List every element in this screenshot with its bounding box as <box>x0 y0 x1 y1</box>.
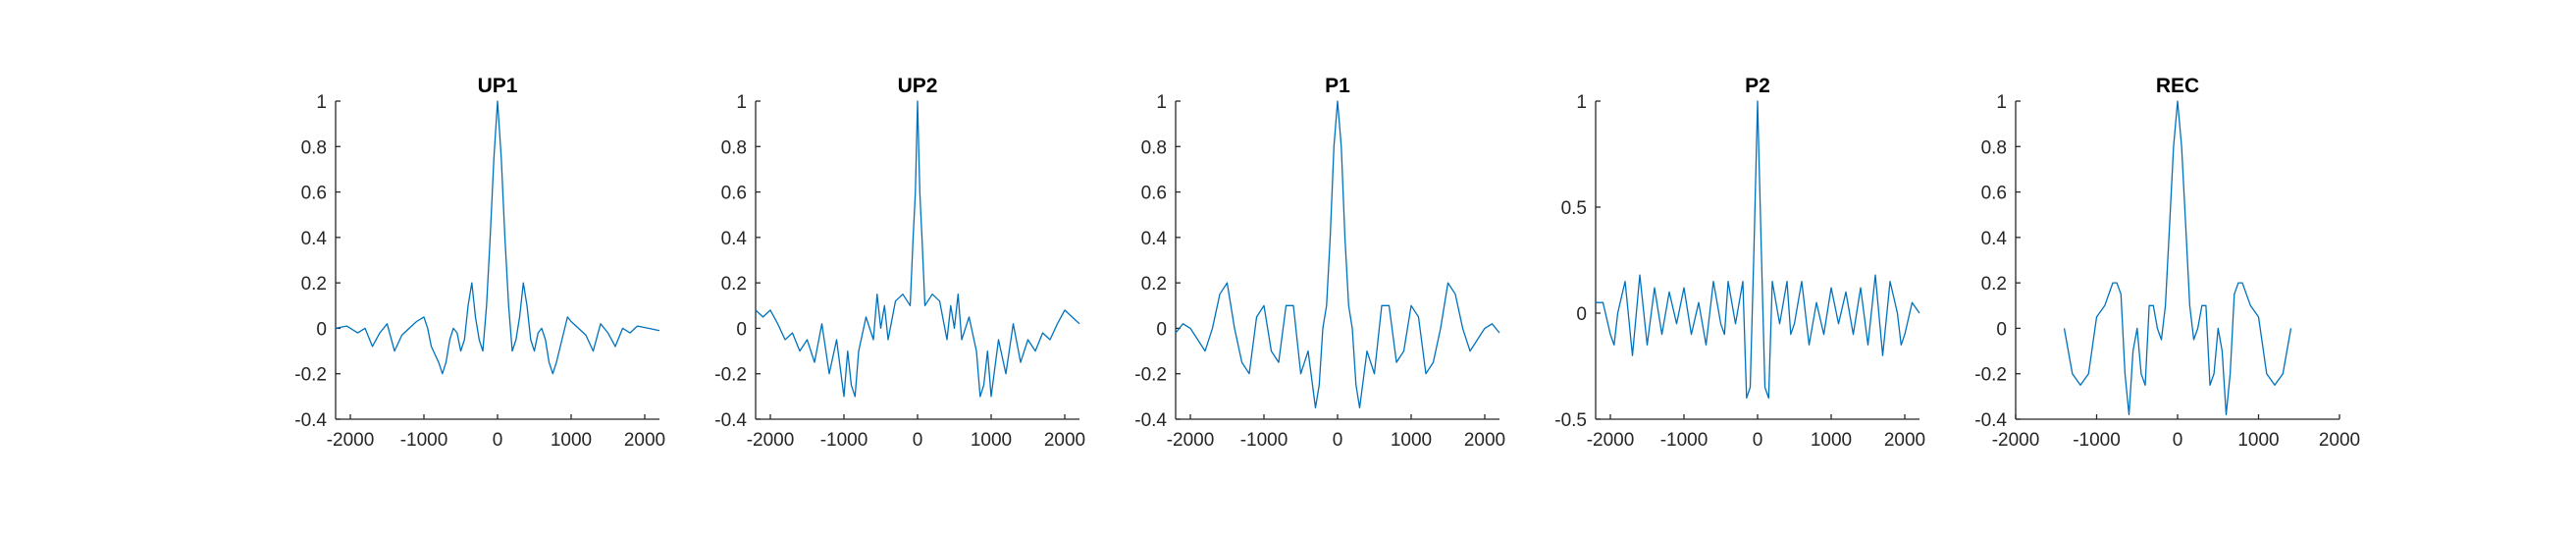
x-tick-label: 2000 <box>1884 430 1925 451</box>
y-tick-label: -0.5 <box>1554 410 1587 431</box>
series-line-p1 <box>1175 100 1500 409</box>
x-tick-label: 2000 <box>1464 430 1505 451</box>
y-tick-label: 0.8 <box>1141 137 1167 158</box>
y-tick-label: -0.4 <box>294 410 327 431</box>
panel-p1: P1 -2000 -1000 0 1000 2000 -0.4 -0.2 0 0.2 0.4 0.6 0… <box>1134 75 1505 451</box>
y-tick-label: 0 <box>1996 319 2007 340</box>
y-tick-label: 0.6 <box>721 184 747 204</box>
series-line-up1 <box>335 100 660 375</box>
x-tick-label: 0 <box>1753 430 1763 451</box>
y-tick-label: 0.2 <box>721 274 747 295</box>
x-tick-label: -1000 <box>1240 430 1288 451</box>
y-tick-label: 0.8 <box>721 137 747 158</box>
y-tick-label: -0.2 <box>1974 365 2007 386</box>
x-tick-label: -1000 <box>400 430 448 451</box>
y-tick-label: -0.4 <box>1974 410 2007 431</box>
x-tick-label: 1000 <box>1811 430 1852 451</box>
panel-title: UP2 <box>898 75 938 97</box>
x-tick-label: 0 <box>913 430 923 451</box>
y-tick-label: 0.2 <box>301 274 327 295</box>
y-tick-label: 0 <box>736 319 747 340</box>
y-tick-label: 0.6 <box>301 184 327 204</box>
x-tick-label: -1000 <box>1660 430 1709 451</box>
panel-p2: P2 -2000 -1000 0 1000 2000 -0.5 0 0.5 1 <box>1554 75 1925 451</box>
x-tick-label: -1000 <box>2073 430 2121 451</box>
y-tick-label: 0.8 <box>301 137 327 158</box>
x-tick-label: -2000 <box>1167 430 1215 451</box>
x-tick-label: 0 <box>493 430 503 451</box>
y-tick-label: 0 <box>316 319 327 340</box>
x-tick-label: 2000 <box>2319 430 2360 451</box>
y-tick-label: 1 <box>1576 92 1587 113</box>
x-tick-label: 1000 <box>1391 430 1432 451</box>
x-tick-label: -2000 <box>1992 430 2040 451</box>
y-tick-label: 0.8 <box>1981 137 2007 158</box>
y-tick-label: 0.4 <box>1981 229 2008 249</box>
panel-up1: UP1 -2000 -1000 0 1000 2000 -0.4 -0.2 0 0.2 0.4 0.6… <box>294 75 665 451</box>
y-tick-label: 1 <box>1996 92 2007 113</box>
y-tick-label: 0.2 <box>1981 274 2007 295</box>
y-tick-label: 0.4 <box>301 229 328 249</box>
y-tick-label: -0.2 <box>294 365 327 386</box>
x-tick-label: 1000 <box>551 430 592 451</box>
panel-title: P1 <box>1325 75 1350 97</box>
x-tick-label: 0 <box>2173 430 2183 451</box>
y-tick-label: 0.4 <box>1141 229 1168 249</box>
y-tick-label: 0.6 <box>1141 184 1167 204</box>
series-line-up2 <box>755 100 1080 398</box>
x-tick-label: 1000 <box>971 430 1012 451</box>
x-tick-label: 1000 <box>2237 430 2279 451</box>
x-tick-label: 2000 <box>624 430 665 451</box>
panel-title: REC <box>2156 75 2199 97</box>
y-tick-label: 0 <box>1576 304 1587 325</box>
y-tick-label: 0.4 <box>721 229 748 249</box>
y-tick-label: -0.4 <box>714 410 747 431</box>
y-tick-label: 1 <box>736 92 747 113</box>
x-tick-label: -2000 <box>327 430 375 451</box>
x-tick-label: 2000 <box>1044 430 1085 451</box>
y-tick-label: -0.2 <box>1134 365 1167 386</box>
x-tick-label: -2000 <box>1587 430 1635 451</box>
panel-rec: REC -2000 -1000 0 1000 2000 -0.4 -0.2 0 0.2 0.4 0.6… <box>1974 75 2360 451</box>
series-line-rec <box>2063 100 2292 416</box>
panel-title: UP1 <box>478 75 518 97</box>
y-tick-label: 1 <box>316 92 327 113</box>
y-tick-label: 0.6 <box>1981 184 2007 204</box>
x-tick-label: -1000 <box>820 430 868 451</box>
y-tick-label: 0.5 <box>1561 198 1587 219</box>
y-tick-label: 0.2 <box>1141 274 1167 295</box>
x-tick-label: 0 <box>1333 430 1343 451</box>
x-tick-label: -2000 <box>747 430 795 451</box>
y-tick-label: -0.2 <box>714 365 747 386</box>
y-tick-label: 1 <box>1156 92 1167 113</box>
series-line-p2 <box>1596 100 1920 400</box>
y-tick-label: -0.4 <box>1134 410 1167 431</box>
panel-up2: UP2 -2000 -1000 0 1000 2000 -0.4 -0.2 0 0.2 0.4 0.6… <box>714 75 1085 451</box>
y-tick-label: 0 <box>1156 319 1167 340</box>
panel-title: P2 <box>1745 75 1770 97</box>
